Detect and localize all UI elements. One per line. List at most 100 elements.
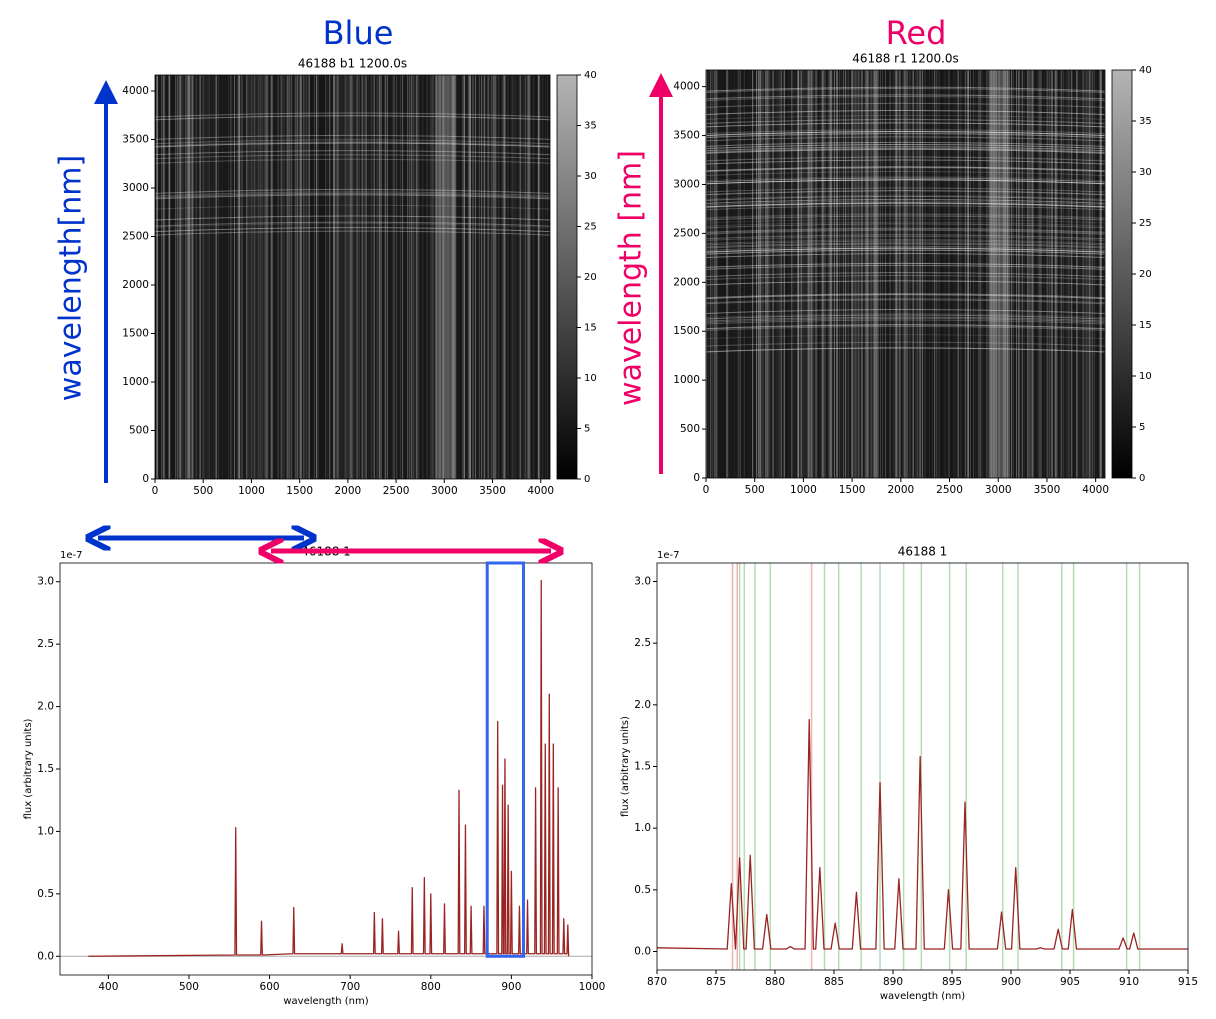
image-texture [497,75,499,479]
image-texture [706,324,1105,330]
image-texture [1067,70,1069,478]
image-texture [294,75,296,479]
image-texture [365,75,367,479]
image-texture [857,70,859,478]
image-texture [196,75,198,479]
image-texture [351,75,353,479]
image-texture [344,75,346,479]
image-texture [1027,70,1029,478]
image-texture [226,75,227,479]
image-texture [488,75,490,479]
axes-frame [705,69,1106,479]
image-texture [355,75,357,479]
y-tick-label: 2000 [673,276,700,288]
image-texture [736,70,737,478]
image-texture [706,200,1105,206]
image-texture [899,70,901,478]
image-texture [477,75,478,479]
image-texture [507,75,509,479]
image-texture [526,75,528,479]
x-tick-label: 3000 [431,485,458,497]
image-texture [541,75,542,479]
image-texture [1068,70,1070,478]
image-texture [1030,70,1032,478]
image-texture [706,190,1105,196]
image-texture [383,75,385,479]
image-texture [1100,70,1102,478]
image-texture [299,75,301,479]
image-texture [422,75,424,479]
image-texture [258,75,260,479]
x-tick-label: 1000 [238,485,265,497]
image-texture [496,75,497,479]
image-texture [816,70,818,478]
image-texture [305,75,307,479]
image-texture [807,70,809,478]
image-texture [706,190,1105,196]
image-texture [839,70,841,478]
image-texture [706,213,1105,219]
y-tick-label: 4000 [122,85,149,97]
image-texture [155,222,550,228]
image-texture [755,70,756,478]
image-texture [1095,70,1096,478]
image-texture [799,70,801,478]
image-texture [418,75,420,479]
image-texture [266,75,268,479]
image-texture [731,70,732,478]
y-tick-label: 2.5 [37,638,54,650]
image-texture [155,193,550,199]
image-texture [233,75,234,479]
image-texture [896,70,898,478]
image-texture [743,70,744,478]
image-texture [706,130,1105,136]
image-texture [972,70,973,478]
image-texture [939,70,941,478]
x-axis-label: wavelength (nm) [283,996,368,1007]
image-texture [838,70,839,478]
image-texture [225,75,226,479]
image-texture [449,75,451,479]
image-texture [815,70,817,478]
image-texture [265,75,267,479]
colorbar-tick-label: 5 [584,424,590,435]
image-texture [706,247,1105,253]
image-texture [906,70,908,478]
y-axis-label: flux (arbitrary units) [23,718,34,819]
image-texture [171,75,172,479]
image-texture [499,75,500,479]
image-texture [417,75,419,479]
image-texture [210,75,212,479]
image-texture [487,75,489,479]
image-texture [519,75,521,479]
image-texture [1077,70,1079,478]
image-texture [706,187,1105,193]
y-axis-label: flux (arbitrary units) [620,716,631,817]
image-texture [914,70,916,478]
image-texture [511,75,513,479]
image-texture [995,70,997,478]
image-texture [706,114,1105,120]
image-texture [450,75,452,479]
image-texture [706,248,1105,254]
image-texture [161,75,163,479]
image-texture [535,75,536,479]
image-texture [1033,70,1035,478]
image-texture [481,75,483,479]
image-texture [706,148,1105,154]
image-texture [280,75,282,479]
y-tick-label: 2500 [673,227,700,239]
plot-area [706,70,1105,478]
image-texture [829,70,831,478]
x-tick-label: 0 [703,484,710,496]
image-texture [201,75,203,479]
image-texture [528,75,530,479]
image-texture [990,70,992,478]
panel: Blue wavelength[nm] 0 5 10 15 20 25 30 35 40 46188 … [54,14,597,497]
image-texture [706,243,1105,249]
colorbar-tick-label: 35 [584,121,597,132]
y-tick-label: 2000 [122,279,149,291]
zoom-box [485,561,525,958]
image-texture [227,75,229,479]
image-texture [706,325,1105,331]
